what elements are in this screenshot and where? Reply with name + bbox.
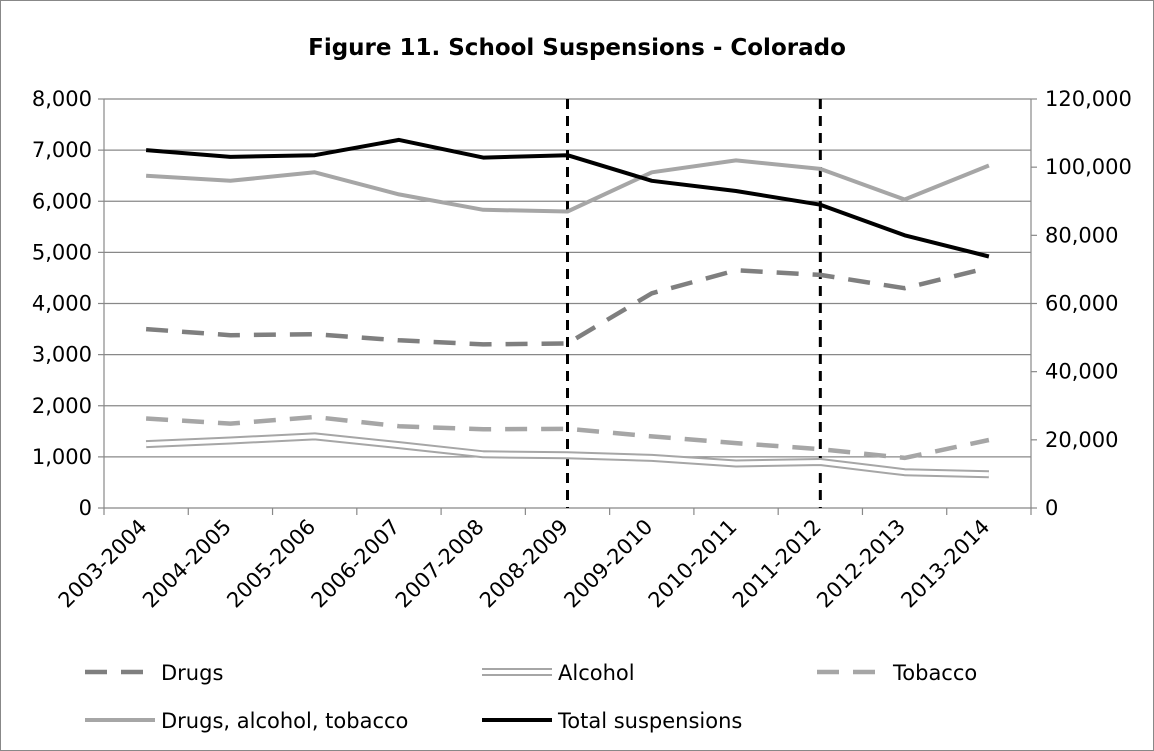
series-line-drugs-alcohol-tobacco [145,158,990,214]
chart-title: Figure 11. School Suspensions - Colorado [308,35,846,61]
x-tick-label: 2011-2012 [728,515,826,613]
right-tick-label: 0 [1045,496,1058,520]
series-line-alcohol-inner [146,434,989,477]
legend: Drugs Alcohol Tobacco Drugs, alcohol, tobac… [85,661,977,733]
x-tick-label: 2006-2007 [307,515,405,613]
x-tick-label: 2010-2011 [644,515,742,613]
legend-label-drugs-alcohol-tobacco: Drugs, alcohol, tobacco [161,709,408,733]
x-tick-label: 2008-2009 [475,515,573,613]
x-tick-label: 2005-2006 [222,515,320,613]
series-line-total-suspensions [145,137,990,259]
legend-label-drugs: Drugs [161,661,223,685]
x-tick-label: 2007-2008 [391,515,489,613]
right-tick-label: 60,000 [1045,292,1118,316]
left-tick-label: 1,000 [32,445,92,469]
legend-item-total-suspensions: Total suspensions [482,709,742,733]
legend-label-alcohol: Alcohol [558,661,635,685]
legend-label-total-suspensions: Total suspensions [557,709,742,733]
right-axis-tick-labels: 0 20,000 40,000 60,000 80,000 100,000 120,000 [1031,87,1132,520]
left-tick-label: 3,000 [32,343,92,367]
left-tick-label: 2,000 [32,394,92,418]
x-tick-label: 2004-2005 [138,515,236,613]
x-axis-tick-labels: 2003-20042004-20052005-20062006-20072007… [54,515,995,613]
right-tick-label: 100,000 [1045,155,1132,179]
legend-item-drugs-alcohol-tobacco: Drugs, alcohol, tobacco [85,709,408,733]
left-tick-label: 6,000 [32,189,92,213]
left-tick-label: 7,000 [32,138,92,162]
series-line-drugs [145,265,990,347]
x-tick-label: 2013-2014 [896,515,994,613]
left-tick-label: 5,000 [32,240,92,264]
left-tick-label: 0 [79,496,92,520]
legend-item-alcohol: Alcohol [482,661,635,685]
right-tick-label: 80,000 [1045,223,1118,247]
legend-item-drugs: Drugs [85,661,223,685]
right-tick-label: 120,000 [1045,87,1132,111]
left-axis-tick-labels: 0 1,000 2,000 3,000 4,000 5,000 6,000 7,000 8,00… [32,87,92,520]
x-tick-label: 2003-2004 [54,515,152,613]
right-tick-label: 40,000 [1045,360,1118,384]
legend-label-tobacco: Tobacco [892,661,977,685]
left-tick-label: 8,000 [32,87,92,111]
x-tick-label: 2009-2010 [559,515,657,613]
right-tick-label: 20,000 [1045,428,1118,452]
series-lines [145,137,990,479]
series-line-tobacco [145,414,990,461]
legend-item-tobacco: Tobacco [817,661,977,685]
x-tick-label: 2012-2013 [812,515,910,613]
left-tick-label: 4,000 [32,292,92,316]
